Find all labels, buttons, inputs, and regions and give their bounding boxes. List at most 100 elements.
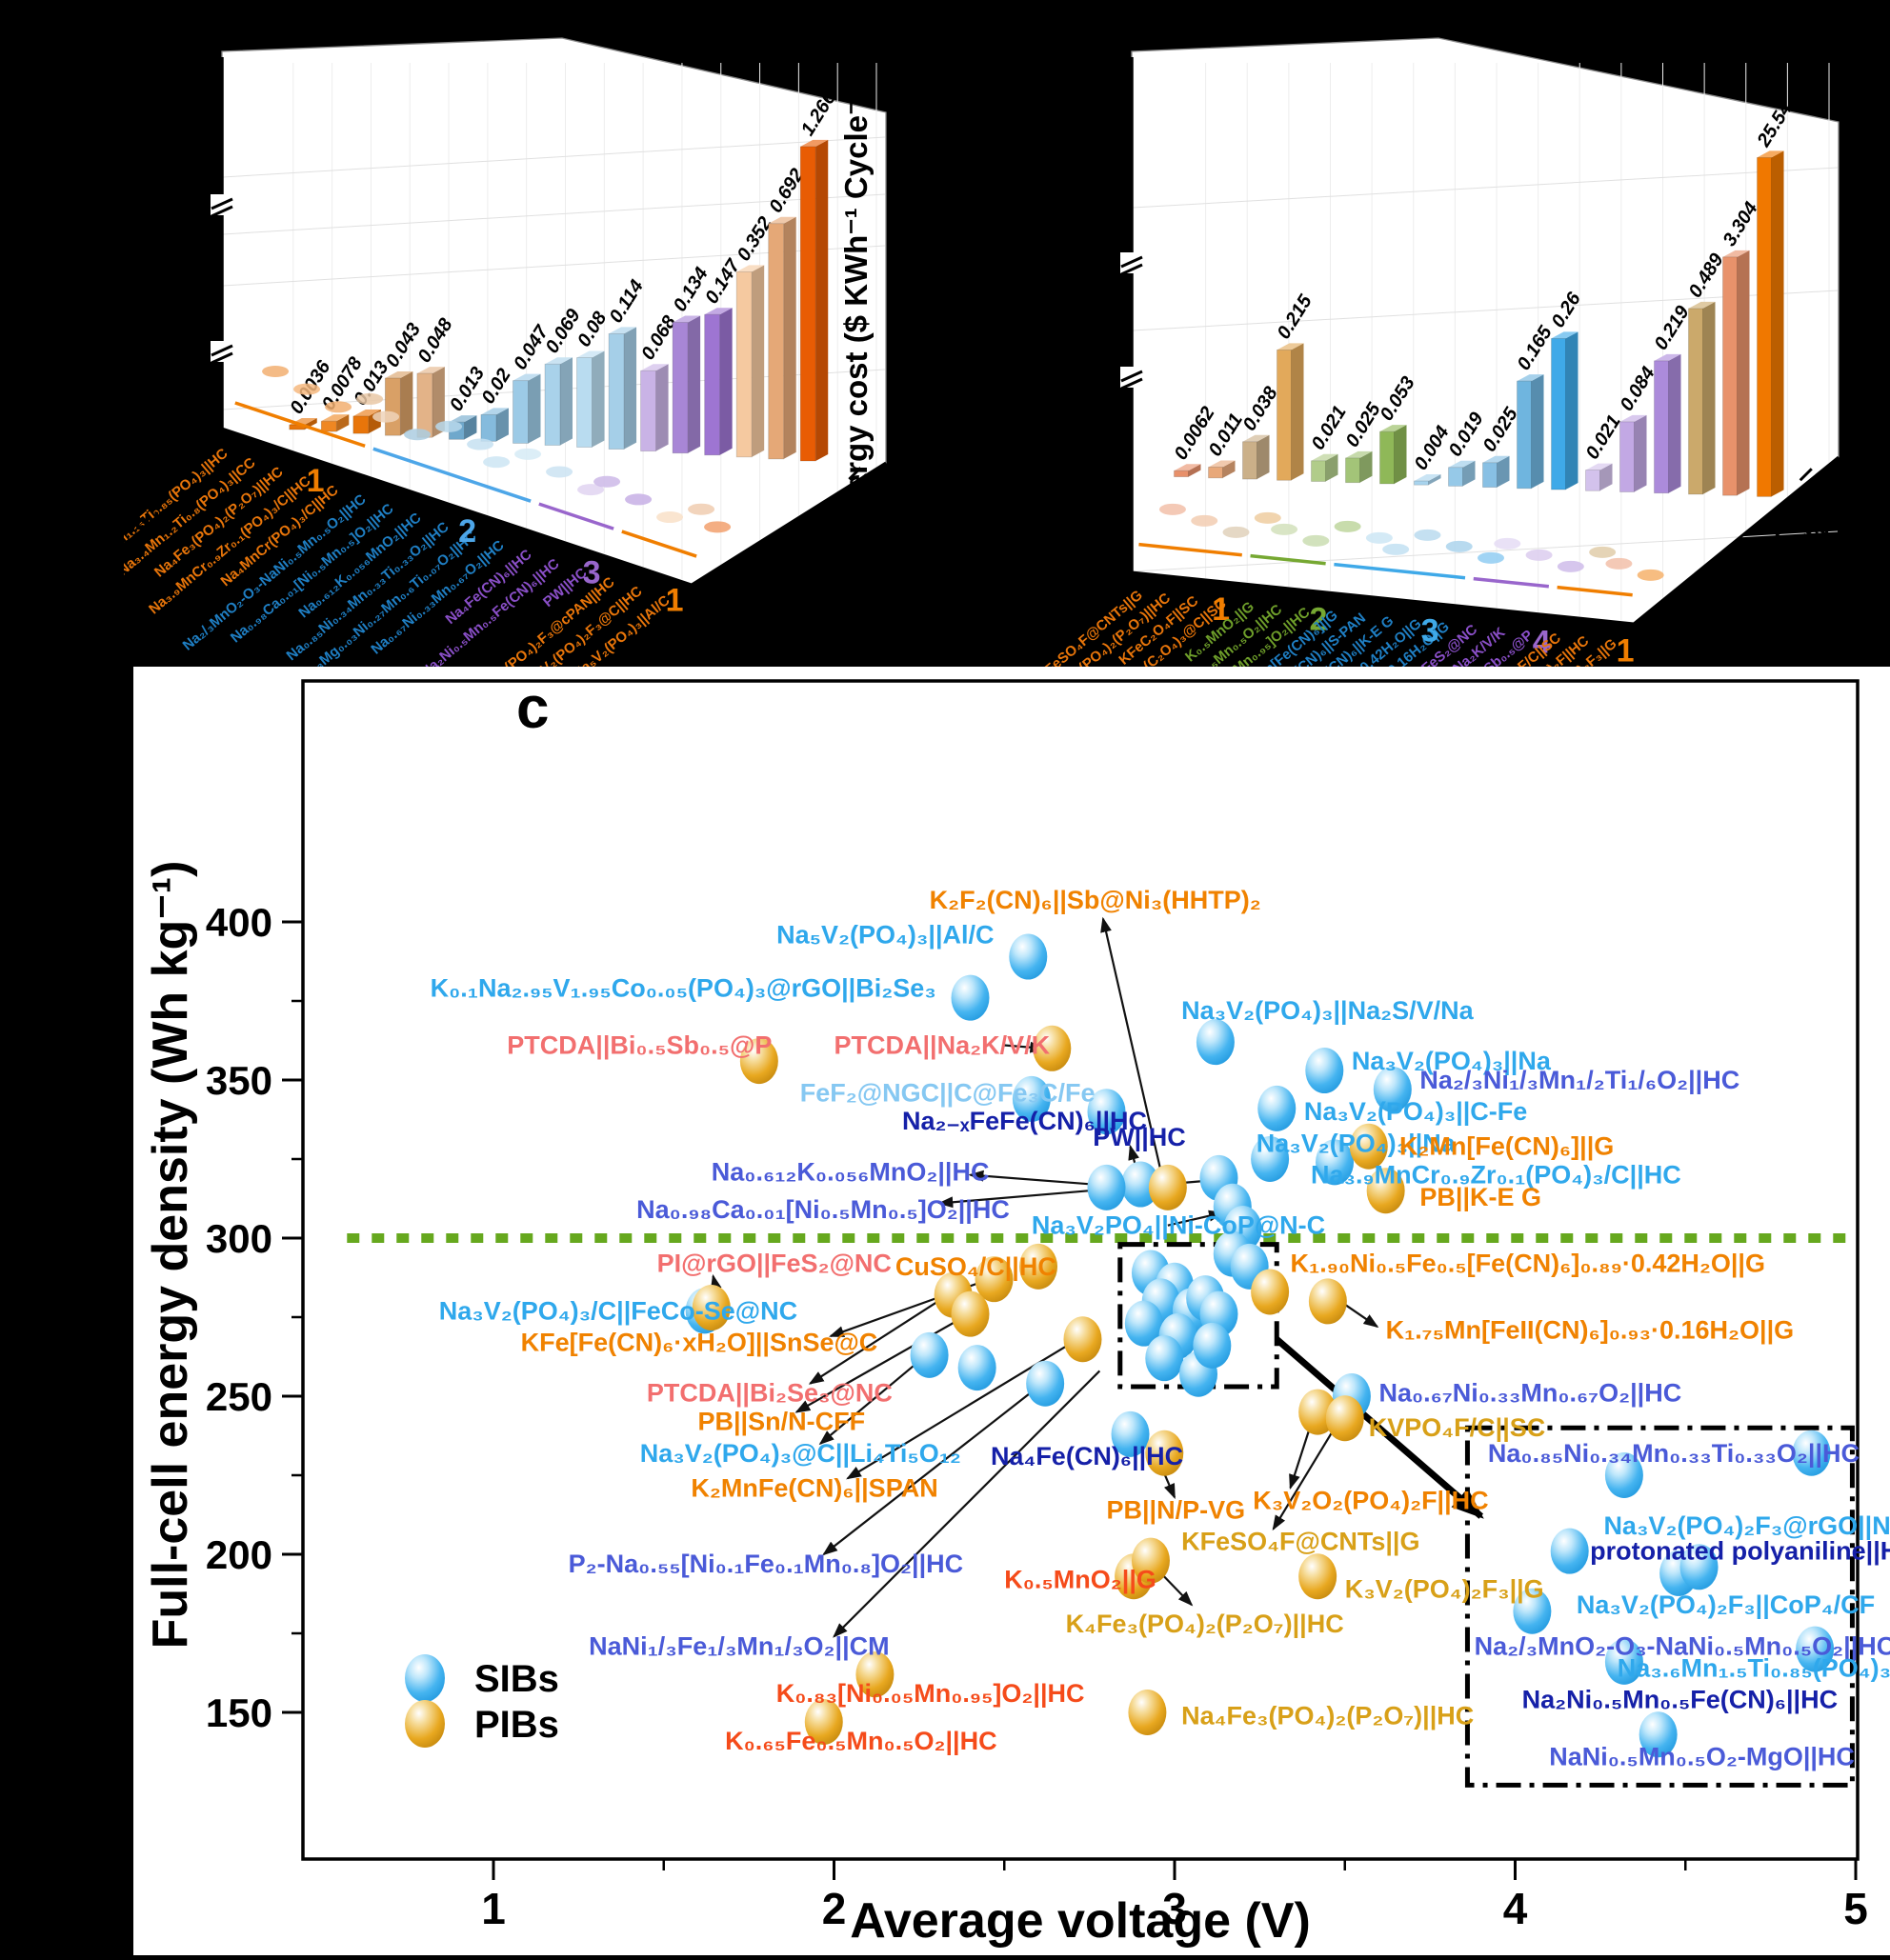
bar: [1311, 460, 1326, 482]
bar-top-face: [768, 216, 796, 224]
bar: [735, 271, 753, 458]
bar: [1722, 256, 1738, 496]
point-label: Na₃V₂PO₄||Ni-CoP@N-C: [1032, 1211, 1325, 1240]
bar: [608, 333, 625, 450]
bar-top-face: [1482, 455, 1510, 463]
point-label: Na₀.₈₅Ni₀.₃₄Mn₀.₃₃Ti₀.₃₃O₂||HC: [1488, 1439, 1860, 1468]
point-label: FeF₂@NGC||C@Fe₃C/Fe: [800, 1078, 1096, 1107]
bar: [384, 377, 401, 436]
scatter-point-sibs: [1009, 933, 1048, 980]
floor-projection-dot: [1637, 569, 1664, 581]
bar-side-face: [1668, 353, 1681, 493]
scatter-point-sibs: [1316, 1139, 1355, 1186]
x-tick-label: 4: [1503, 1884, 1528, 1933]
bar: [1551, 337, 1566, 490]
point-label: P₂-Na₀.₅₅[Ni₀.₁Fe₀.₁Mn₀.₈]O₂||HC: [569, 1550, 964, 1578]
point-label: Na₅V₂(PO₄)₃||Al/C: [776, 920, 994, 949]
group-floor-line: [1250, 553, 1326, 566]
bar-side-face: [1599, 463, 1613, 491]
bar: [513, 380, 529, 444]
bar: [1379, 430, 1395, 485]
scatter-point-sibs: [1257, 1085, 1297, 1131]
bar-side-face: [1291, 343, 1304, 481]
bar-top-face: [1517, 374, 1544, 382]
floor-projection-dot: [1605, 557, 1633, 570]
point-label: K₀.₆₅Fe₀.₅Mn₀.₅O₂||HC: [725, 1727, 997, 1755]
bar: [480, 413, 497, 442]
y-tick-label: 0.66: [162, 222, 209, 249]
bar-side-face: [1188, 464, 1201, 477]
floor-projection-dot: [325, 401, 352, 413]
point-label: Na₃.₉MnCr₀.₉Zr₀.₁(PO₄)₃/C||HC: [1311, 1161, 1681, 1190]
floor-projection-dot: [1271, 523, 1298, 535]
group-number: 1: [1617, 632, 1635, 667]
bar-side-face: [1531, 374, 1544, 489]
bar-side-face: [783, 216, 796, 459]
bar: [416, 372, 433, 438]
point-label: Na₃V₂(PO₄)₃||Na₂S/V/Na: [1181, 996, 1474, 1025]
bar: [1242, 441, 1257, 480]
bar-top-face: [416, 367, 445, 374]
scatter-point-sibs: [1792, 1430, 1831, 1476]
floor-projection-dot: [593, 475, 621, 488]
panel-c-energy-density-scatter-chart: 1 2 3 4 5 150 200 250 300 350 400 Average voltage (…: [133, 667, 1890, 1955]
point-label: K₂MnFe(CN)₆||SPAN: [691, 1473, 937, 1502]
bar: [1414, 480, 1429, 486]
scatter-point-sibs: [1012, 1075, 1051, 1122]
legend-label: PIBs: [474, 1704, 559, 1746]
floor-projection-dot: [372, 410, 400, 423]
floor-projection-dot: [1365, 531, 1393, 544]
bar-top-face: [800, 139, 829, 147]
group-floor-line: [372, 447, 532, 503]
point-label: protonated polyaniline||HC: [1590, 1537, 1890, 1566]
bar-top-face: [640, 364, 669, 371]
y-tick-label: 0.03: [162, 397, 209, 424]
point-label: K₀.₈₃[Ni₀.₀₅Mn₀.₉₅]O₂||HC: [776, 1679, 1085, 1708]
scatter-point-pibs: [975, 1256, 1014, 1303]
scatter-point-sibs: [1196, 1019, 1235, 1066]
annotation-arrow: [1289, 1424, 1313, 1490]
scatter-point-sibs: [957, 1345, 996, 1391]
point-label: Na₃V₂(PO₄)₃||Na: [1352, 1047, 1552, 1075]
group-floor-line: [1334, 562, 1466, 580]
scatter-point-sibs: [1193, 1322, 1232, 1369]
scatter-point-pibs: [739, 1038, 778, 1085]
floor-projection-dot: [546, 466, 573, 478]
bar-top-face: [449, 415, 477, 423]
scatter-point-sibs: [1513, 1588, 1552, 1634]
bar-side-face: [1428, 474, 1441, 486]
bar-top-face: [1654, 353, 1681, 361]
point-label: KVPO₄F/C||SC: [1369, 1413, 1546, 1442]
bar-side-face: [1257, 434, 1270, 480]
y-tick-label: 3.30: [1072, 318, 1118, 345]
point-label: NaNi₀.₅Mn₀.₅O₂-MgO||HC: [1549, 1742, 1855, 1770]
floor-projection-dot: [1254, 511, 1281, 524]
point-label: Na₀.₆₇Ni₀.₃₃Mn₀.₆₇O₂||HC: [1379, 1379, 1682, 1408]
floor-projection-dot: [688, 503, 715, 515]
bar: [1345, 457, 1360, 484]
y-tick-label: 1.21: [162, 165, 209, 191]
bar-side-face: [336, 414, 350, 432]
bar-side-face: [432, 367, 445, 438]
scatter-point-pibs: [855, 1651, 895, 1698]
point-label: Na₃.₆Mn₁.₅Ti₀.₈₅(PO₄)₃||HC: [1618, 1654, 1890, 1683]
panel-c-chart: 1 2 3 4 5 150 200 250 300 350 400 Average voltage (…: [133, 667, 1890, 1955]
group-floor-line: [1138, 542, 1242, 557]
bar-top-face: [1242, 434, 1270, 442]
scatter-point-pibs: [1349, 1123, 1388, 1170]
y-axis-label: Full-cell energy density (Wh kg⁻¹): [143, 861, 198, 1650]
scatter-point-sibs: [1111, 1410, 1150, 1457]
bar: [640, 370, 656, 452]
scatter-point-sibs: [1373, 1066, 1412, 1112]
annotation-arrow: [1159, 1572, 1194, 1607]
bar: [704, 313, 721, 456]
group-number: 3: [583, 554, 601, 590]
floor-projection-dot: [577, 484, 605, 496]
plot-frame: [301, 679, 1860, 1861]
floor-projection-dot: [656, 511, 684, 524]
scatter-point-pibs: [1308, 1278, 1347, 1325]
floor-projection-dot: [435, 420, 463, 432]
bar-side-face: [528, 373, 541, 444]
point-label: Na₃V₂(PO₄)₃@C||Li₄Ti₅O₁₂: [640, 1439, 961, 1468]
scatter-point-sibs: [1087, 1164, 1126, 1210]
